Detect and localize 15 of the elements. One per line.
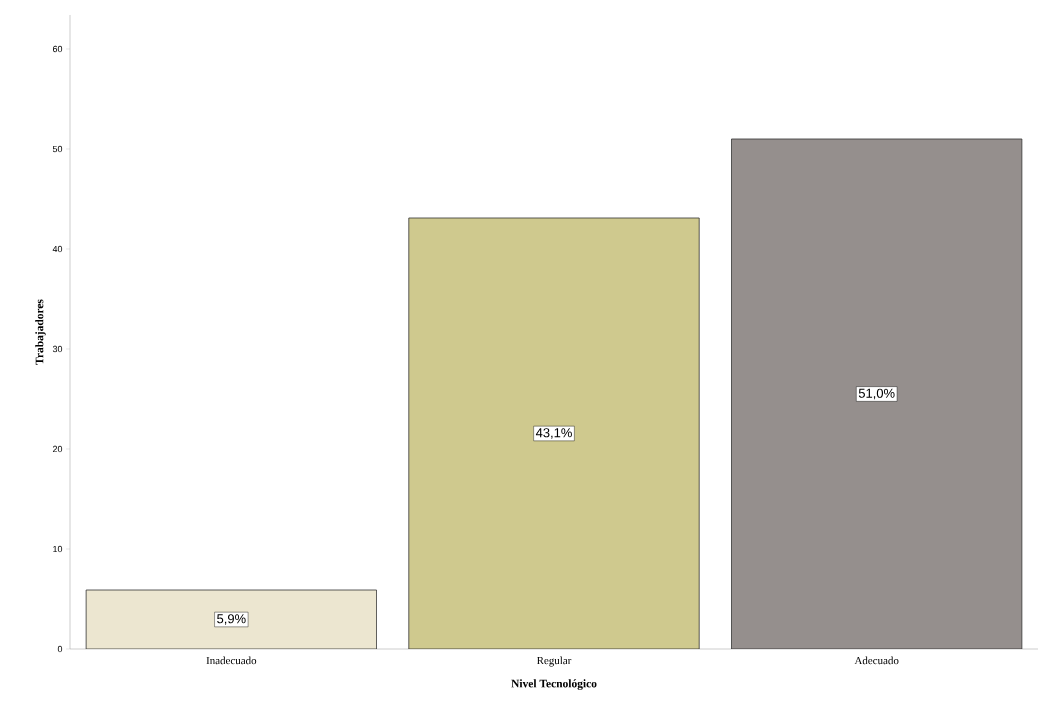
- data-label: 5,9%: [217, 614, 246, 625]
- y-tick-label: 60: [52, 45, 63, 53]
- x-tick-label: Adecuado: [854, 656, 899, 665]
- data-label: 51,0%: [858, 388, 895, 400]
- x-axis-title: Nivel Tecnológico: [511, 679, 597, 690]
- x-tick-label: Inadecuado: [206, 656, 257, 665]
- y-tick-label: 30: [52, 345, 63, 353]
- y-tick-label: 50: [52, 145, 63, 153]
- y-tick-label: 40: [52, 245, 63, 253]
- data-label: 43,1%: [535, 428, 572, 439]
- y-axis-title: Trabajadores: [35, 299, 46, 365]
- y-tick-label: 10: [53, 545, 63, 553]
- y-tick-label: 20: [52, 445, 63, 453]
- y-tick-label: 0: [57, 645, 63, 653]
- x-tick-label: Regular: [536, 656, 572, 667]
